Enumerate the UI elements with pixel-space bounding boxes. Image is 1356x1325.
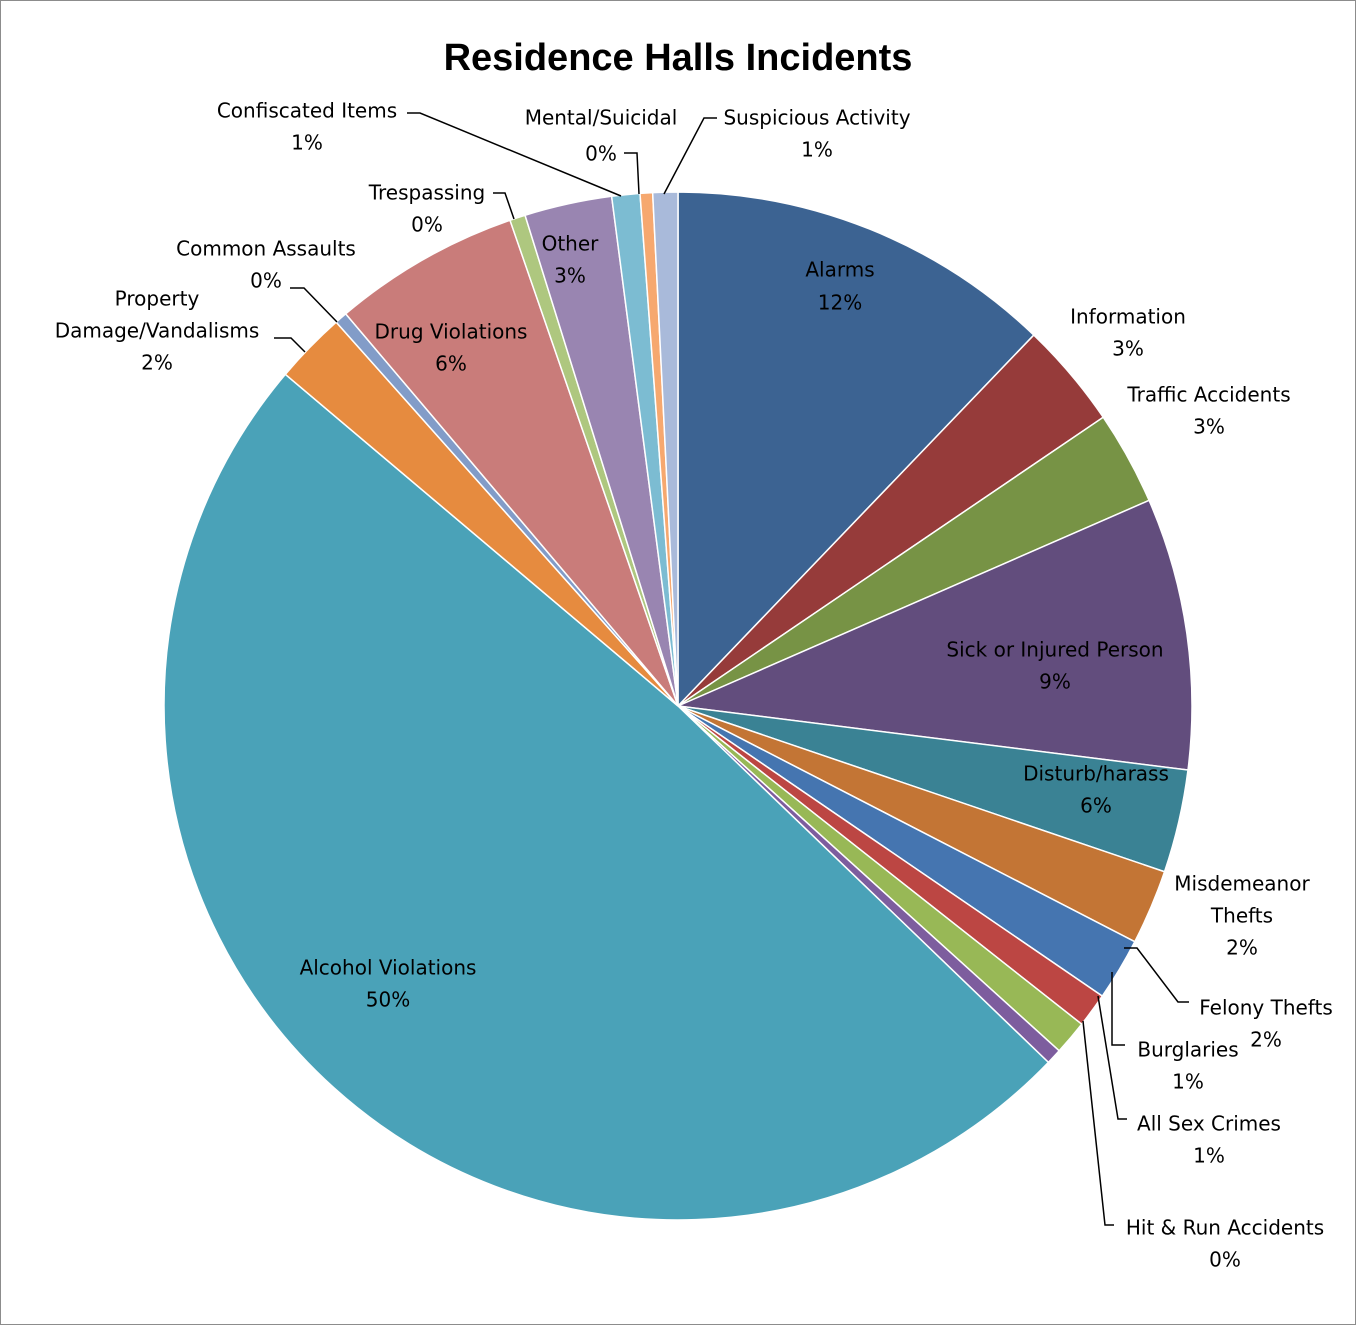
slice-name-label: Hit & Run Accidents xyxy=(1126,1216,1324,1240)
slice-percent-label: 1% xyxy=(291,131,323,155)
slice-name-label: Damage/Vandalisms xyxy=(55,319,260,343)
slice-label-confiscated-items: Confiscated Items 1% xyxy=(217,99,397,155)
leader-line-property-damage-vandalisms xyxy=(274,337,306,353)
slice-label-drug-violations: Drug Violations 6% xyxy=(375,320,528,376)
slice-labels: Alarms 12% Information 3% Traffic Accidents 3… xyxy=(55,99,1333,1272)
leader-line-confiscated-items xyxy=(407,112,622,197)
slice-name-label: Thefts xyxy=(1210,904,1273,928)
slice-percent-label: 12% xyxy=(818,291,862,315)
slice-name-label: Alcohol Violations xyxy=(300,956,477,980)
slice-label-alcohol-violations: Alcohol Violations 50% xyxy=(300,956,477,1012)
slice-name-label: Information xyxy=(1070,305,1186,329)
leader-line-felony-thefts xyxy=(1124,947,1189,1003)
slice-name-label: Mental/Suicidal xyxy=(525,106,678,130)
slice-percent-label: 6% xyxy=(435,352,467,376)
leader-line-trespassing xyxy=(493,192,515,220)
slice-percent-label: 2% xyxy=(1250,1028,1282,1052)
pie-slices xyxy=(163,191,1193,1221)
slice-percent-label: 2% xyxy=(141,351,173,375)
slice-label-hit-run-accidents: Hit & Run Accidents 0% xyxy=(1126,1216,1324,1272)
pie-slice-alarms xyxy=(677,191,1035,708)
slice-label-burglaries: Burglaries 1% xyxy=(1137,1038,1238,1094)
slice-percent-label: 1% xyxy=(801,138,833,162)
slice-name-label: Trespassing xyxy=(368,181,486,205)
leader-line-common-assaults xyxy=(290,287,338,323)
slice-percent-label: 9% xyxy=(1039,670,1071,694)
slice-percent-label: 0% xyxy=(585,142,617,166)
slice-label-trespassing: Trespassing 0% xyxy=(368,181,486,237)
leader-line-burglaries xyxy=(1111,972,1125,1046)
slice-name-label: Property xyxy=(115,287,200,311)
leader-lines xyxy=(274,112,1189,1226)
slice-name-label: Alarms xyxy=(805,258,874,282)
slice-percent-label: 0% xyxy=(250,269,282,293)
slice-name-label: All Sex Crimes xyxy=(1137,1112,1281,1136)
slice-name-label: Disturb/harass xyxy=(1023,762,1169,786)
slice-name-label: Common Assaults xyxy=(176,237,356,261)
slice-label-mental-suicidal: Mental/Suicidal 0% xyxy=(525,106,678,166)
slice-percent-label: 3% xyxy=(554,264,586,288)
slice-percent-label: 50% xyxy=(366,988,410,1012)
slice-percent-label: 0% xyxy=(1209,1248,1241,1272)
slice-label-information: Information 3% xyxy=(1070,305,1186,361)
slice-name-label: Confiscated Items xyxy=(217,99,397,123)
leader-line-hit-run-accidents xyxy=(1082,1020,1114,1226)
slice-label-sick-or-injured-person: Sick or Injured Person 9% xyxy=(946,638,1163,694)
slice-percent-label: 3% xyxy=(1112,337,1144,361)
leader-line-suspicious-activity xyxy=(663,117,717,195)
chart-title: Residence Halls Incidents xyxy=(444,37,913,79)
slice-label-misdemeanor-thefts: Misdemeanor Thefts 2% xyxy=(1174,872,1310,960)
slice-percent-label: 6% xyxy=(1080,794,1112,818)
slice-label-suspicious-activity: Suspicious Activity 1% xyxy=(723,106,910,162)
slice-name-label: Felony Thefts xyxy=(1199,996,1333,1020)
slice-name-label: Burglaries xyxy=(1137,1038,1238,1062)
leader-line-all-sex-crimes xyxy=(1097,995,1127,1120)
slice-label-alarms: Alarms 12% xyxy=(805,258,874,315)
slice-percent-label: 1% xyxy=(1172,1070,1204,1094)
pie-slice-sick-or-injured-person xyxy=(675,499,1193,771)
slice-name-label: Drug Violations xyxy=(375,320,528,344)
slice-label-all-sex-crimes: All Sex Crimes 1% xyxy=(1137,1112,1281,1168)
slice-name-label: Other xyxy=(542,232,600,256)
slice-percent-label: 3% xyxy=(1193,415,1225,439)
slice-percent-label: 1% xyxy=(1193,1144,1225,1168)
pie-slice-alcohol-violations xyxy=(163,373,1050,1221)
slice-label-disturb-harass: Disturb/harass 6% xyxy=(1023,762,1169,818)
slice-name-label: Sick or Injured Person xyxy=(946,638,1163,662)
slice-name-label: Misdemeanor xyxy=(1174,872,1310,896)
slice-label-felony-thefts: Felony Thefts 2% xyxy=(1199,996,1333,1052)
slice-label-traffic-accidents: Traffic Accidents 3% xyxy=(1126,383,1290,439)
slice-name-label: Traffic Accidents xyxy=(1126,383,1290,407)
slice-percent-label: 0% xyxy=(411,213,443,237)
slice-label-common-assaults: Common Assaults 0% xyxy=(176,237,356,293)
slice-label-other: Other 3% xyxy=(542,232,600,288)
pie-slice-drug-violations xyxy=(344,219,679,707)
leader-line-mental-suicidal xyxy=(624,152,640,195)
slice-label-property-damage-vandalisms: Property Damage/Vandalisms 2% xyxy=(55,287,260,375)
slice-name-label: Suspicious Activity xyxy=(723,106,910,130)
slice-percent-label: 2% xyxy=(1226,936,1258,960)
